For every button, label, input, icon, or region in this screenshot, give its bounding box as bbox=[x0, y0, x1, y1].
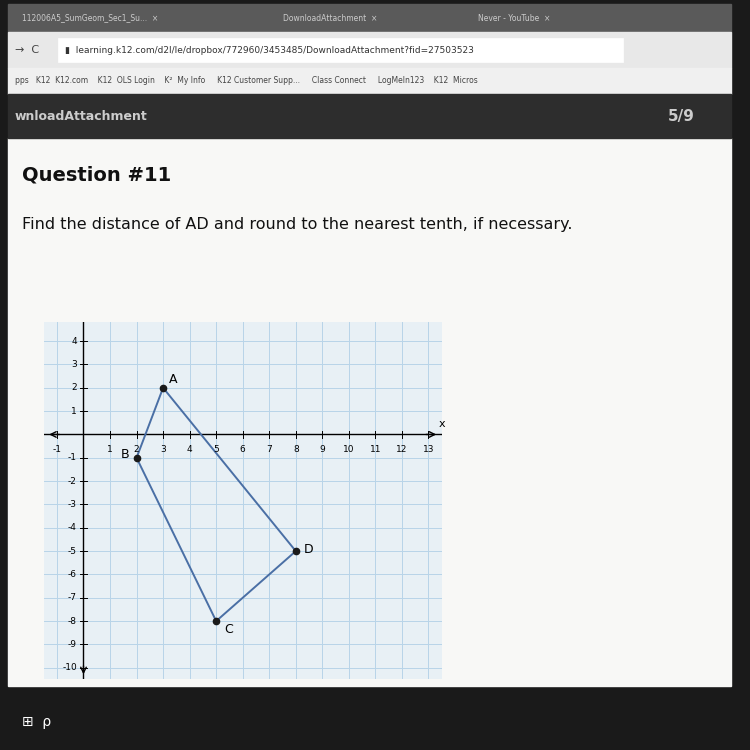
Text: 6: 6 bbox=[240, 445, 245, 454]
Text: ⊞  ρ: ⊞ ρ bbox=[22, 715, 52, 729]
Text: -4: -4 bbox=[68, 524, 76, 532]
Text: -5: -5 bbox=[68, 547, 76, 556]
Text: 1: 1 bbox=[71, 406, 76, 416]
Text: 7: 7 bbox=[266, 445, 272, 454]
Text: -6: -6 bbox=[68, 570, 76, 579]
Text: -9: -9 bbox=[68, 640, 76, 649]
Text: Find the distance of AD and round to the nearest tenth, if necessary.: Find the distance of AD and round to the… bbox=[22, 217, 572, 232]
Text: C: C bbox=[224, 622, 233, 636]
Text: 13: 13 bbox=[423, 445, 434, 454]
Text: 4: 4 bbox=[187, 445, 193, 454]
Text: B: B bbox=[121, 448, 129, 460]
Text: Never - YouTube  ×: Never - YouTube × bbox=[478, 13, 550, 22]
Text: -10: -10 bbox=[62, 663, 76, 672]
Text: x: x bbox=[439, 419, 445, 429]
Text: -2: -2 bbox=[68, 476, 76, 485]
Bar bbox=[8, 138, 731, 686]
Text: 9: 9 bbox=[320, 445, 326, 454]
Text: 2: 2 bbox=[134, 445, 140, 454]
Text: 2: 2 bbox=[71, 383, 76, 392]
Bar bbox=[58, 38, 622, 62]
Text: -1: -1 bbox=[68, 453, 76, 462]
Text: →  C: → C bbox=[15, 45, 39, 56]
Text: -7: -7 bbox=[68, 593, 76, 602]
Bar bbox=[8, 32, 731, 68]
Text: DownloadAttachment  ×: DownloadAttachment × bbox=[283, 13, 377, 22]
Text: D: D bbox=[304, 544, 313, 556]
Text: 3: 3 bbox=[160, 445, 166, 454]
Text: 1: 1 bbox=[107, 445, 113, 454]
Text: Question #11: Question #11 bbox=[22, 166, 171, 184]
Text: 10: 10 bbox=[343, 445, 355, 454]
Bar bbox=[8, 68, 731, 94]
Text: 5/9: 5/9 bbox=[668, 109, 695, 124]
Text: -8: -8 bbox=[68, 616, 76, 626]
Text: -3: -3 bbox=[68, 500, 76, 509]
Text: ▮  learning.k12.com/d2l/le/dropbox/772960/3453485/DownloadAttachment?fid=2750352: ▮ learning.k12.com/d2l/le/dropbox/772960… bbox=[65, 46, 474, 55]
Text: 112006A5_SumGeom_Sec1_Su...  ×: 112006A5_SumGeom_Sec1_Su... × bbox=[22, 13, 158, 22]
Text: 12: 12 bbox=[396, 445, 408, 454]
Text: 8: 8 bbox=[293, 445, 298, 454]
Text: 5: 5 bbox=[213, 445, 219, 454]
Text: 3: 3 bbox=[71, 360, 76, 369]
Bar bbox=[8, 94, 731, 138]
Text: 11: 11 bbox=[370, 445, 381, 454]
Text: A: A bbox=[169, 374, 177, 386]
Text: pps   K12  K12.com    K12  OLS Login    K²  My Info     K12 Customer Supp...    : pps K12 K12.com K12 OLS Login K² My Info… bbox=[15, 76, 478, 86]
Text: -1: -1 bbox=[53, 445, 62, 454]
Bar bbox=[8, 4, 731, 32]
Text: wnloadAttachment: wnloadAttachment bbox=[15, 110, 148, 122]
Text: 4: 4 bbox=[71, 337, 76, 346]
